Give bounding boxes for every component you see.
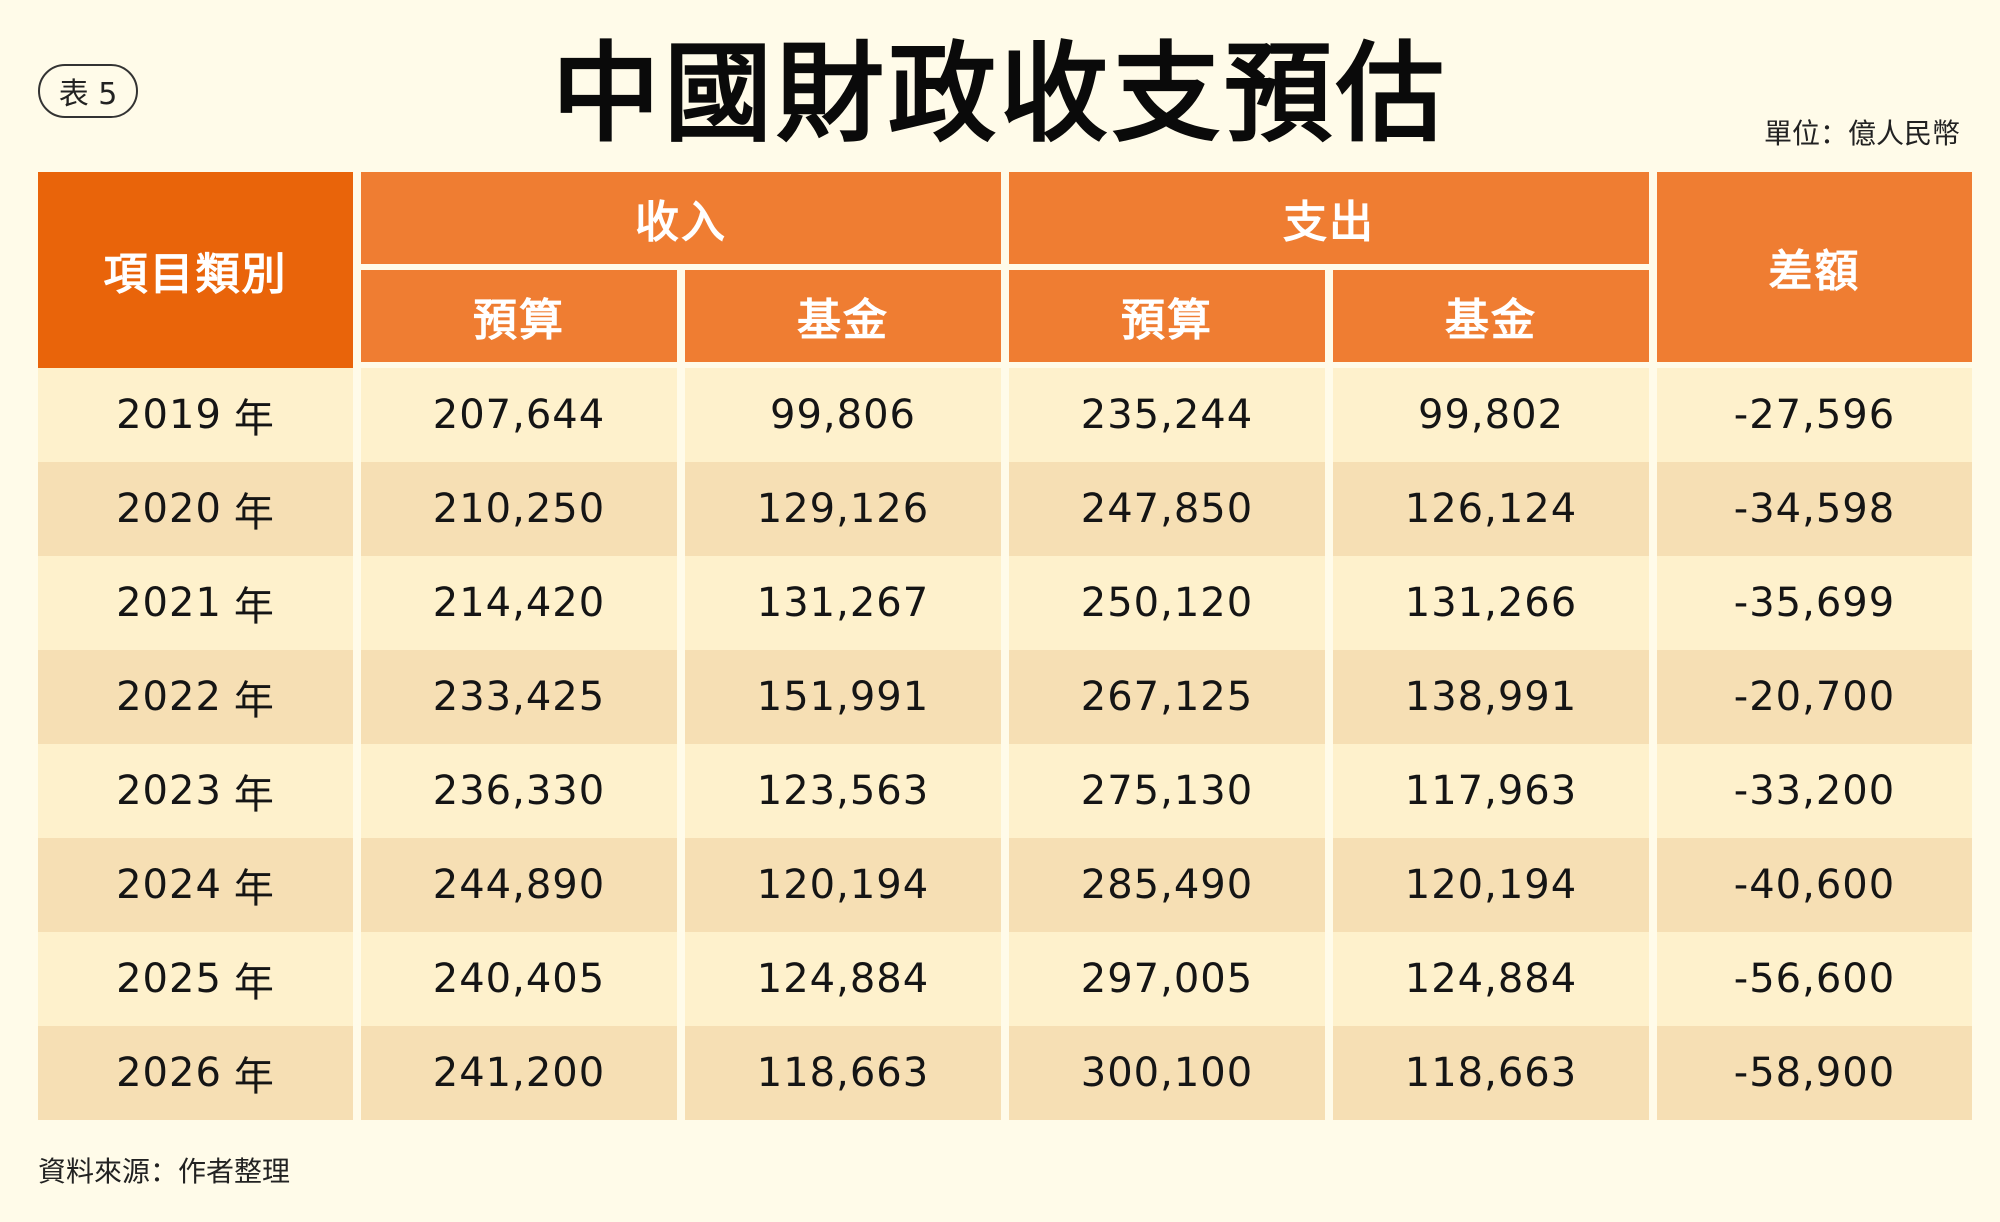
income-fund-cell: 120,194	[685, 838, 1001, 932]
unit-label: 單位：億人民幣	[1763, 117, 1960, 150]
income-budget-cell: 236,330	[361, 744, 677, 838]
difference-cell: -34,598	[1657, 462, 1972, 556]
expenditure-budget-cell: 247,850	[1009, 462, 1325, 556]
expenditure-budget-cell: 250,120	[1009, 556, 1325, 650]
table-row-year: 2026 年	[38, 1026, 353, 1120]
income-budget-cell: 207,644	[361, 368, 677, 462]
expenditure-budget-cell: 297,005	[1009, 932, 1325, 1026]
income-fund-cell: 99,806	[685, 368, 1001, 462]
expenditure-budget-cell: 235,244	[1009, 368, 1325, 462]
year-suffix: 年	[233, 1054, 275, 1100]
header-expenditure: 支出	[1009, 172, 1649, 270]
year-value: 2020	[116, 486, 222, 532]
table-row-year: 2019 年	[38, 368, 353, 462]
source-note: 資料來源：作者整理	[38, 1155, 291, 1188]
expenditure-budget-cell: 267,125	[1009, 650, 1325, 744]
header-expenditure-budget: 預算	[1009, 270, 1325, 368]
table-number-badge: 表 5	[38, 64, 138, 118]
year-value: 2025	[116, 956, 222, 1002]
year-suffix: 年	[233, 866, 275, 912]
table-row-year: 2020 年	[38, 462, 353, 556]
table-row-year: 2022 年	[38, 650, 353, 744]
table-row-year: 2025 年	[38, 932, 353, 1026]
header-category: 項目類別	[38, 172, 353, 368]
year-suffix: 年	[233, 490, 275, 536]
expenditure-fund-cell: 124,884	[1333, 932, 1649, 1026]
year-value: 2023	[116, 768, 222, 814]
difference-cell: -35,699	[1657, 556, 1972, 650]
table-row-year: 2023 年	[38, 744, 353, 838]
expenditure-fund-cell: 131,266	[1333, 556, 1649, 650]
header-income-budget: 預算	[361, 270, 677, 368]
expenditure-budget-cell: 285,490	[1009, 838, 1325, 932]
income-fund-cell: 129,126	[685, 462, 1001, 556]
income-budget-cell: 241,200	[361, 1026, 677, 1120]
expenditure-fund-cell: 126,124	[1333, 462, 1649, 556]
fiscal-table: 項目類別 收入 支出 差額 預算 基金 預算 基金 2019 年 207,644 …	[38, 172, 1972, 1130]
income-budget-cell: 214,420	[361, 556, 677, 650]
expenditure-fund-cell: 99,802	[1333, 368, 1649, 462]
table-row-year: 2021 年	[38, 556, 353, 650]
expenditure-fund-cell: 117,963	[1333, 744, 1649, 838]
year-suffix: 年	[233, 396, 275, 442]
income-fund-cell: 151,991	[685, 650, 1001, 744]
income-fund-cell: 131,267	[685, 556, 1001, 650]
year-value: 2022	[116, 674, 222, 720]
difference-cell: -40,600	[1657, 838, 1972, 932]
expenditure-fund-cell: 118,663	[1333, 1026, 1649, 1120]
header-income-fund: 基金	[685, 270, 1001, 368]
header-difference: 差額	[1657, 172, 1972, 368]
income-budget-cell: 210,250	[361, 462, 677, 556]
expenditure-fund-cell: 138,991	[1333, 650, 1649, 744]
difference-cell: -58,900	[1657, 1026, 1972, 1120]
year-value: 2024	[116, 862, 222, 908]
year-suffix: 年	[233, 678, 275, 724]
income-fund-cell: 123,563	[685, 744, 1001, 838]
difference-cell: -27,596	[1657, 368, 1972, 462]
income-budget-cell: 240,405	[361, 932, 677, 1026]
expenditure-budget-cell: 275,130	[1009, 744, 1325, 838]
year-value: 2021	[116, 580, 222, 626]
year-value: 2026	[116, 1050, 222, 1096]
difference-cell: -56,600	[1657, 932, 1972, 1026]
expenditure-budget-cell: 300,100	[1009, 1026, 1325, 1120]
year-suffix: 年	[233, 772, 275, 818]
difference-cell: -20,700	[1657, 650, 1972, 744]
header-income: 收入	[361, 172, 1001, 270]
year-value: 2019	[116, 392, 222, 438]
expenditure-fund-cell: 120,194	[1333, 838, 1649, 932]
income-budget-cell: 233,425	[361, 650, 677, 744]
table-row-year: 2024 年	[38, 838, 353, 932]
income-budget-cell: 244,890	[361, 838, 677, 932]
difference-cell: -33,200	[1657, 744, 1972, 838]
income-fund-cell: 118,663	[685, 1026, 1001, 1120]
year-suffix: 年	[233, 960, 275, 1006]
page-title: 中國財政收支預估	[551, 32, 1448, 157]
header-expenditure-fund: 基金	[1333, 270, 1649, 368]
year-suffix: 年	[233, 584, 275, 630]
income-fund-cell: 124,884	[685, 932, 1001, 1026]
